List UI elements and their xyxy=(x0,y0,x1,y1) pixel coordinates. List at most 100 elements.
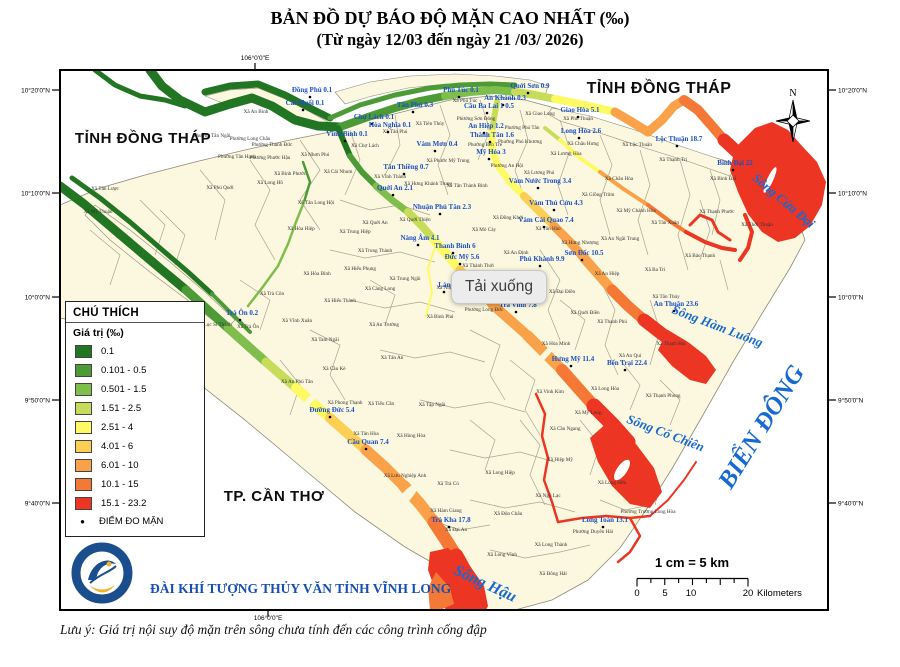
commune-label: Xã Vinh Kim xyxy=(536,389,564,395)
commune-label: Xã Phước Mỹ Trung xyxy=(427,157,470,164)
commune-label: Xã Long Hòa xyxy=(591,386,620,392)
commune-label: Xã Tân An xyxy=(381,355,404,361)
station-label: Quới An 2.1 xyxy=(377,184,413,192)
commune-label: Xã Bình Phước xyxy=(274,171,307,177)
station-dot xyxy=(482,131,486,135)
estuary-polygon xyxy=(428,572,454,609)
commune-label: Xã Thạnh Phong xyxy=(645,393,680,399)
legend-class-label: 6.01 - 10 xyxy=(101,460,139,471)
north-arrow: N xyxy=(775,88,811,143)
commune-label: Xã Thới Thuận xyxy=(741,222,773,228)
boundary-line xyxy=(309,329,346,401)
station-label: Vàm Nước Trong 3.4 xyxy=(509,177,572,185)
commune-label: Xã Long Thành xyxy=(535,542,568,548)
river-segment xyxy=(69,175,215,297)
river-segment xyxy=(520,192,558,230)
commune-label: Xã Mỹ Long xyxy=(575,409,602,416)
river-segment xyxy=(556,514,652,524)
measuring-point-icon: ● xyxy=(80,517,85,526)
commune-label: Xã Long Hiệp xyxy=(485,470,515,476)
commune-label: Xã Hưng Khánh Trung xyxy=(404,181,452,187)
map-title-line2: (Từ ngày 12/03 đến ngày 21 /03/ 2026) xyxy=(316,29,584,49)
legend-swatch xyxy=(75,421,92,434)
boundary-line xyxy=(659,379,681,426)
river-segment xyxy=(291,383,335,423)
boundary-line xyxy=(384,114,401,176)
estuary-polygon xyxy=(730,122,826,242)
commune-label: Xã Bình Đại xyxy=(710,176,737,182)
commune-label: Xã Tân Thành Bình xyxy=(446,183,488,189)
legend-subtitle: Giá trị (‰) xyxy=(73,327,124,339)
commune-label: Xã Hùng Hòa xyxy=(397,433,427,439)
station-dot xyxy=(238,318,242,322)
river-segment xyxy=(336,92,449,131)
boundary-line xyxy=(199,169,226,241)
commune-label: Phường Bến Tre xyxy=(468,141,503,148)
download-tooltip[interactable]: Tải xuống xyxy=(451,270,547,304)
commune-label: Phường Long Đức xyxy=(465,307,504,313)
station-label: Vĩnh Bình 0.1 xyxy=(326,130,368,138)
commune-label: Xã Lộc Thuận xyxy=(622,142,652,148)
agency-logo xyxy=(71,542,133,604)
station-label: Phú Túc 0.1 xyxy=(443,86,479,94)
river-segment xyxy=(487,299,533,341)
river-segment xyxy=(616,516,642,564)
commune-label: Xã Hàm Giang xyxy=(430,508,462,514)
commune-label: Xã Đại An xyxy=(445,527,468,533)
logo-swoosh xyxy=(88,560,116,580)
commune-label: Xã Đại Điền xyxy=(549,288,576,295)
graticule-label: 9°50'0"N xyxy=(838,396,864,404)
commune-label: Phường Long Châu xyxy=(230,136,271,142)
river-segment xyxy=(425,243,437,317)
legend-class-label: 2.51 - 4 xyxy=(101,422,134,433)
river-segment xyxy=(543,126,562,142)
commune-label: Phường Sơn Đông xyxy=(457,116,496,122)
estuary-polygon xyxy=(658,330,716,384)
commune-label: Xã Vĩnh Xuân xyxy=(282,318,313,324)
graticule-label: 10°0'0"N xyxy=(838,293,864,301)
station-dot xyxy=(301,108,305,112)
station-dot xyxy=(308,95,312,99)
river-segment xyxy=(181,285,233,333)
commune-label: Phường Tân Ngãi xyxy=(194,133,231,139)
commune-label: Xã An Ngãi Trung xyxy=(601,236,640,242)
river-segment xyxy=(649,461,697,517)
river-segment xyxy=(489,99,500,135)
boundary-line xyxy=(599,499,651,511)
logo-ring xyxy=(71,542,133,604)
commune-label: Xã Thạnh Trị xyxy=(659,157,687,163)
station-label: Vàm Thủ Cửu 4.3 xyxy=(529,199,583,207)
boundary-line xyxy=(719,259,729,291)
commune-label: Xã An Phú Tân xyxy=(281,379,313,385)
graticule-label: 10°0'0"N xyxy=(25,293,51,301)
commune-label: Xã An Bình xyxy=(244,109,269,115)
river-segment xyxy=(511,88,559,103)
commune-label: Xã Hòa Bình xyxy=(303,271,331,277)
boundary-line xyxy=(344,129,361,196)
commune-label: Xã Tân Phú xyxy=(383,129,408,135)
river-segment xyxy=(246,242,290,308)
river-segment xyxy=(684,230,737,252)
river-segment xyxy=(494,162,528,200)
station-dot xyxy=(577,136,581,140)
boundary-line xyxy=(469,419,496,471)
commune-label: Xã Quới Điền xyxy=(570,309,600,316)
river-island xyxy=(613,459,631,481)
station-dot xyxy=(391,193,395,197)
commune-label: Xã Tân Hào xyxy=(535,226,561,232)
legend-row: 1.51 - 2.5 xyxy=(73,399,197,418)
commune-label: Xã Giao Long xyxy=(525,111,555,117)
river-island xyxy=(763,167,777,193)
boundary-line xyxy=(599,279,619,376)
logo-swoosh-line xyxy=(89,565,117,584)
commune-label: Xã Tiên Thủy xyxy=(416,121,445,127)
boundary-line xyxy=(349,299,456,313)
commune-label: Xã Ngũ Lạc xyxy=(535,493,561,499)
legend-row: 2.51 - 4 xyxy=(73,418,197,437)
commune-label: Xã Hòa Minh xyxy=(542,341,571,347)
logo-star xyxy=(106,561,112,567)
commune-label: Phường Thanh Đức xyxy=(252,142,294,148)
station-label: Quới Sơn 0.9 xyxy=(510,82,550,90)
boundary-line xyxy=(699,199,711,261)
station-label: Hưng Mỹ 11.4 xyxy=(552,355,595,363)
